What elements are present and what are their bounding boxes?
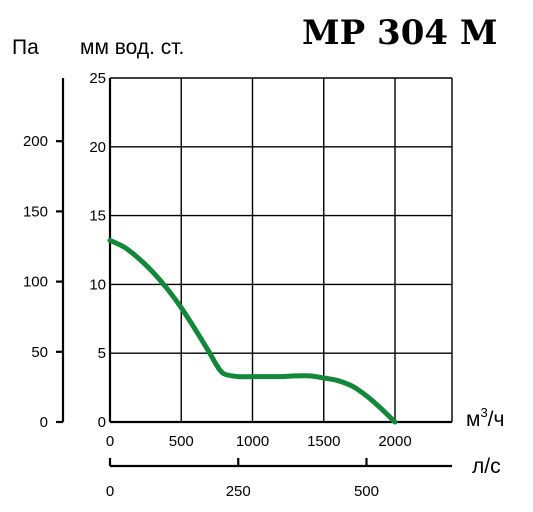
x2-tick-label: 500 <box>354 483 379 500</box>
x-axis-label-superscript: 3 <box>480 405 487 420</box>
x-tick-label: 500 <box>169 433 194 450</box>
x-axis-label-base: м <box>466 408 480 431</box>
x-tick-label: 1000 <box>236 433 269 450</box>
pa-axis-label: Па <box>12 36 39 59</box>
y-tick-label: 15 <box>89 208 106 225</box>
y-tick-label: 20 <box>89 139 106 156</box>
series-line-0 <box>107 237 398 425</box>
x2-axis-label: л/с <box>472 455 501 478</box>
x-tick-label: 0 <box>106 433 114 450</box>
chart-title: MP 304 M <box>302 13 497 53</box>
x-tick-label: 1500 <box>307 433 340 450</box>
pa-tick-label: 0 <box>40 414 48 431</box>
axes <box>56 78 452 468</box>
series-layer <box>107 237 398 425</box>
pa-tick-label: 150 <box>23 203 48 220</box>
pa-tick-label: 100 <box>23 274 48 291</box>
x-axis-label-suffix: /ч <box>488 408 505 431</box>
x2-tick-label: 0 <box>106 483 114 500</box>
y-tick-label: 10 <box>89 276 106 293</box>
y-tick-label: 5 <box>98 345 106 362</box>
x2-tick-label: 250 <box>226 483 251 500</box>
pa-tick-label: 200 <box>23 133 48 150</box>
x-axis-label: м3/ч <box>466 405 504 431</box>
y-axis-label: мм вод. ст. <box>80 36 184 59</box>
y-tick-label: 0 <box>98 414 106 431</box>
y-tick-label: 25 <box>89 70 106 87</box>
x-tick-label: 2000 <box>378 433 411 450</box>
grid <box>110 77 453 422</box>
pa-tick-label: 50 <box>31 344 48 361</box>
